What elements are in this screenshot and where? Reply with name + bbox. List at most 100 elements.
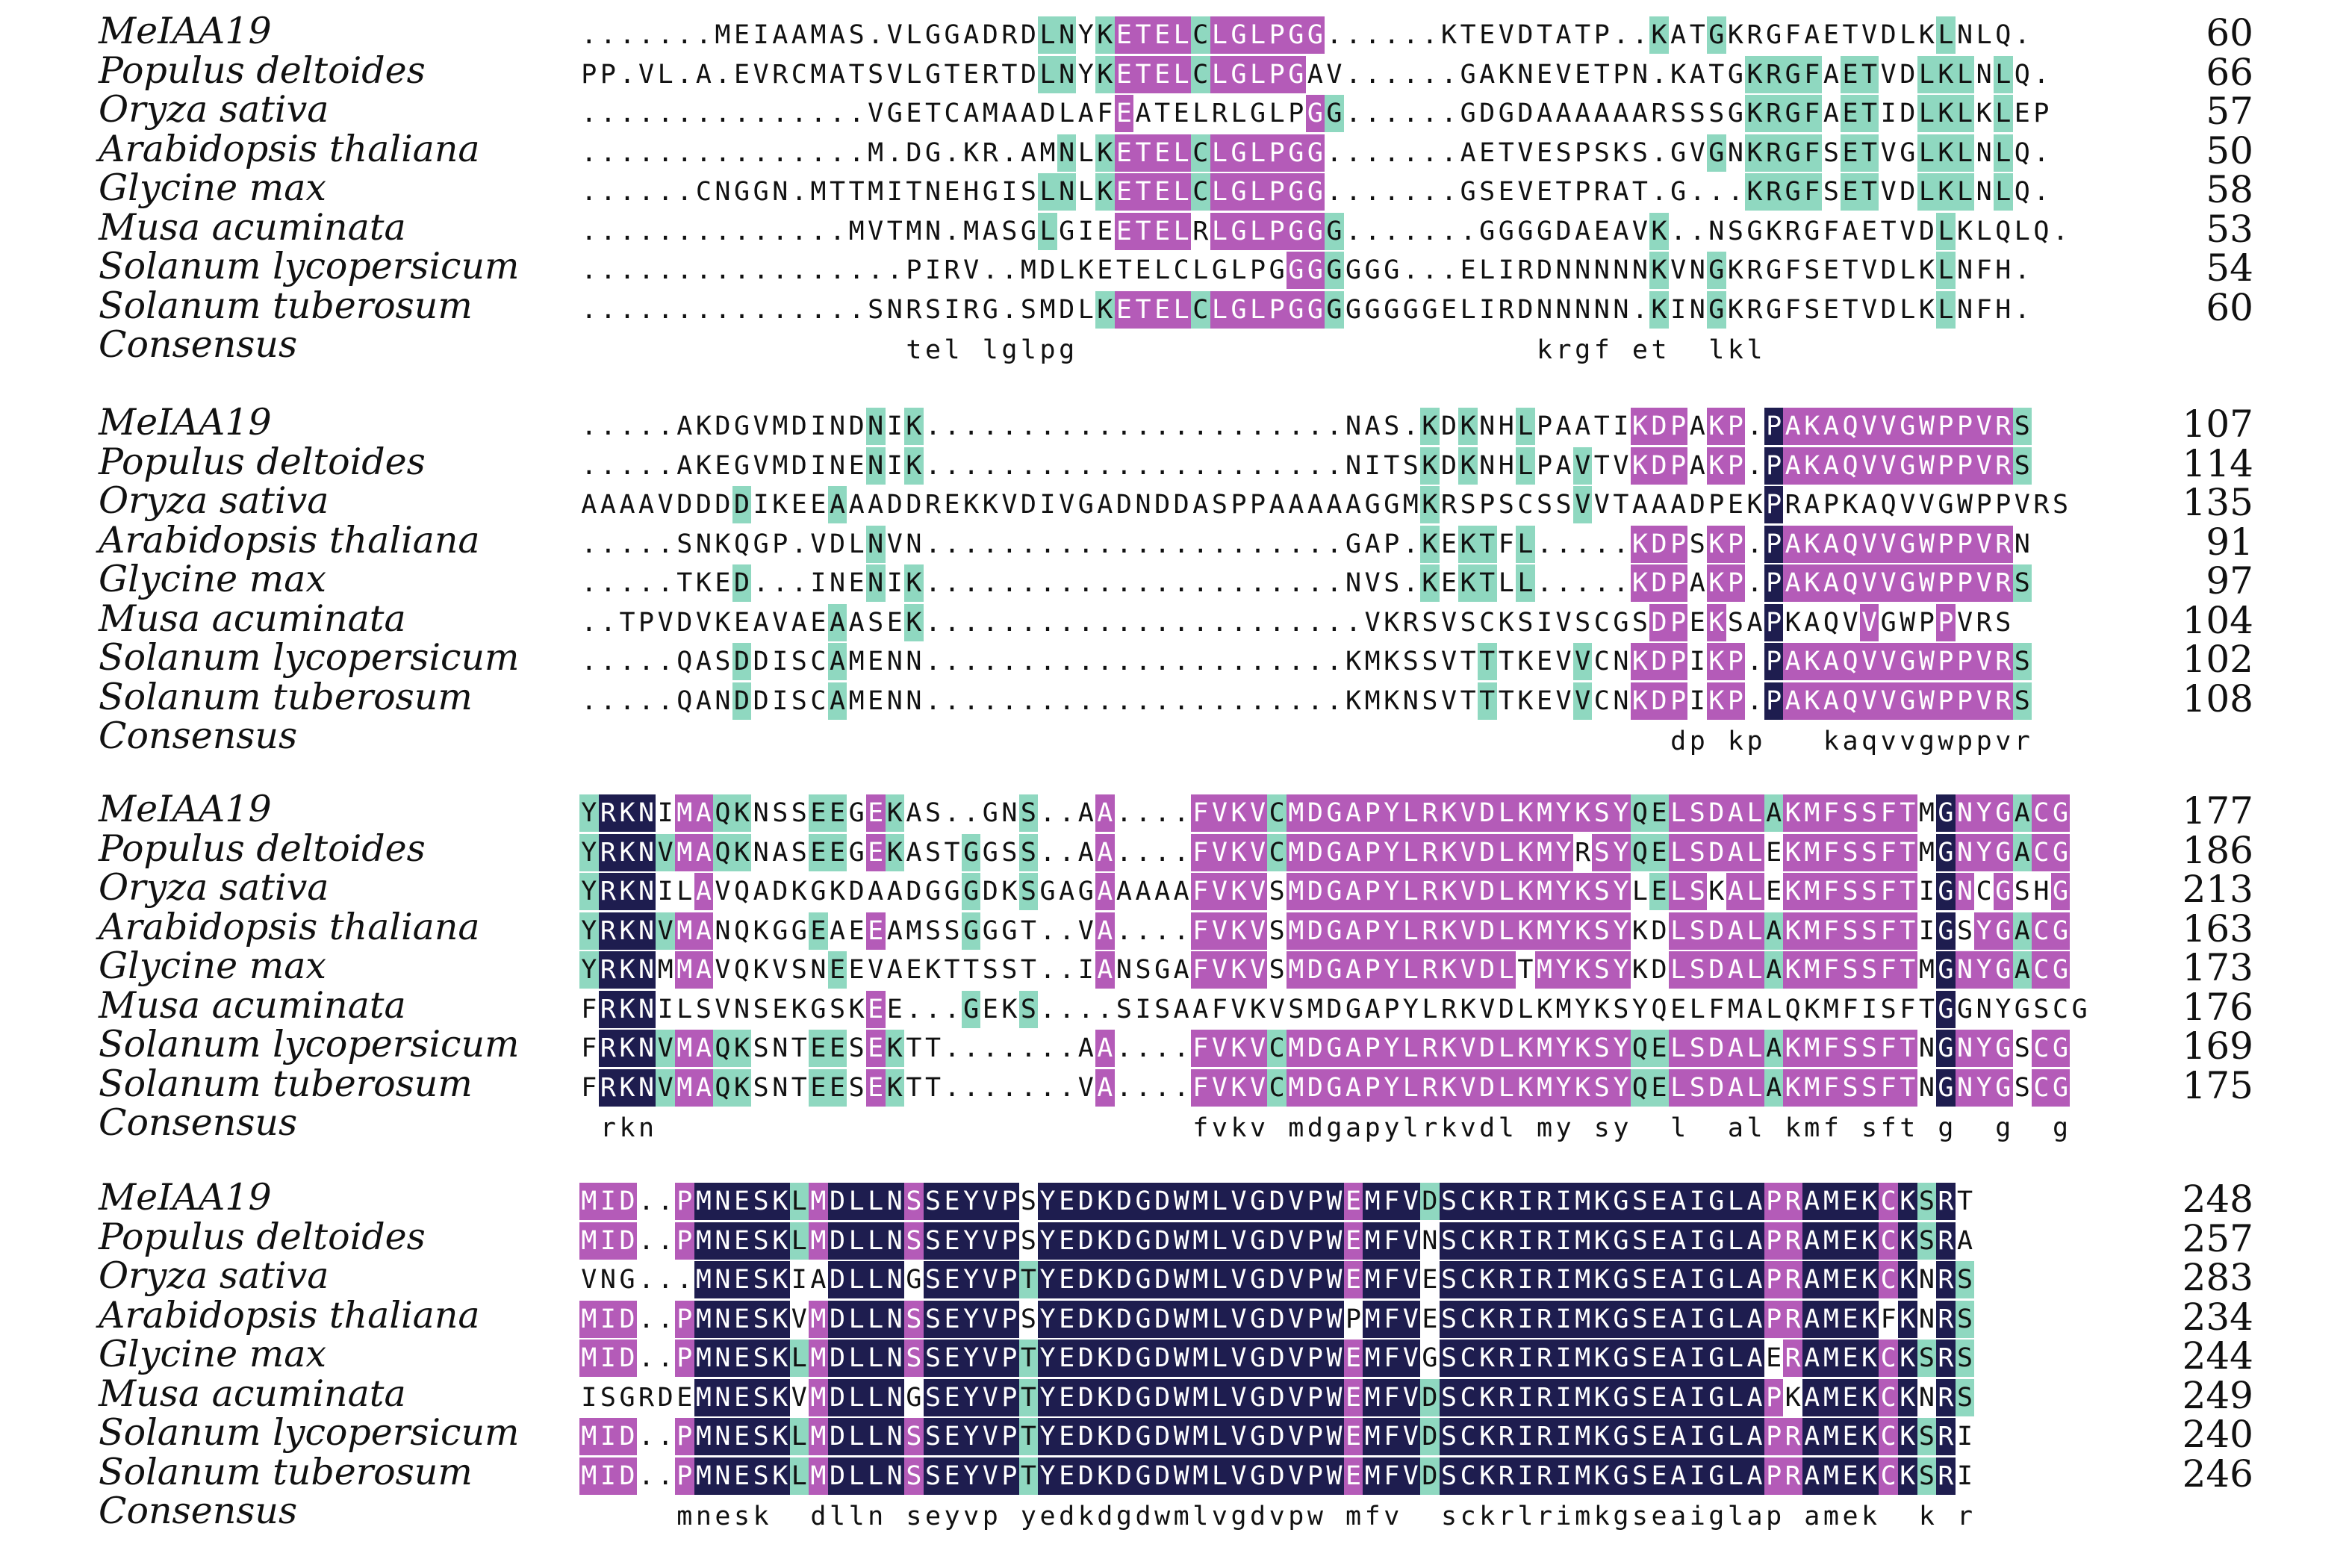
residue: E	[982, 994, 998, 1024]
residue: V	[1974, 564, 1994, 602]
residue: M	[1572, 1183, 1593, 1220]
residue: N	[1613, 255, 1629, 285]
residue: G	[1783, 55, 1802, 93]
residue: S	[1001, 216, 1018, 246]
residue: M	[809, 1378, 828, 1416]
residue: D	[827, 1378, 847, 1416]
residue: V	[1859, 682, 1879, 720]
residue: V	[1974, 682, 1994, 720]
residue: N	[885, 1418, 905, 1455]
residue: D	[1880, 294, 1897, 325]
residue: L	[848, 529, 865, 559]
residue: S	[1687, 951, 1708, 989]
residue: G	[1133, 1378, 1153, 1416]
residue: S	[924, 837, 942, 868]
consensus-residue: k	[1918, 1502, 1935, 1531]
residue: R	[1496, 1300, 1516, 1338]
alignment-row: Oryza sativa............... V G E T C A M A A D L A F…	[0, 89, 2352, 132]
residue-count: 114	[2182, 441, 2253, 485]
residue: I	[1687, 1340, 1708, 1377]
residue: S	[924, 915, 942, 946]
residue: L	[847, 1378, 866, 1416]
residue: M	[1572, 1378, 1593, 1416]
residue: .	[791, 177, 807, 207]
residue: L	[865, 1457, 886, 1495]
residue: L	[1077, 177, 1094, 207]
residue: A	[2012, 951, 2032, 989]
residue: P	[1479, 490, 1496, 520]
consensus-residue: p	[982, 1502, 998, 1531]
residue: .	[1097, 994, 1113, 1024]
consensus-residue: p	[1364, 1113, 1381, 1143]
residue: E	[1841, 1340, 1860, 1377]
residue: A	[1269, 490, 1285, 520]
residue: D	[1651, 955, 1667, 985]
residue: A	[1631, 99, 1648, 128]
residue: G	[982, 177, 998, 207]
residue: M	[579, 1340, 599, 1377]
residue: A	[1726, 833, 1746, 871]
residue: .	[581, 177, 597, 207]
residue: K	[1458, 408, 1478, 445]
residue: A	[963, 99, 980, 128]
residue: V	[1572, 643, 1593, 680]
residue: M	[1572, 1418, 1593, 1455]
residue: P	[1305, 1300, 1325, 1338]
residue: T	[924, 1033, 942, 1063]
residue: G	[1133, 1222, 1153, 1260]
residue: P	[1668, 682, 1688, 720]
residue: V	[1974, 408, 1994, 445]
residue: D	[715, 411, 731, 441]
residue: L	[1401, 1068, 1421, 1107]
alignment-row: Glycine max Y R K N M M A V Q K V S N E E V A E K T T S S T.. I A N…	[0, 945, 2352, 989]
residue: E	[1841, 134, 1860, 172]
residue: .	[638, 529, 655, 559]
residue: L	[1917, 134, 1937, 172]
residue: F	[1879, 794, 1898, 832]
alignment-row: Musa acuminata F R K N I L S V N S E K G S K E E... G E K S..…	[0, 984, 2352, 1028]
consensus-residue	[1019, 724, 1039, 759]
residue: E	[1649, 1300, 1669, 1338]
consensus-residue	[1764, 724, 1784, 759]
residue: .	[695, 216, 712, 246]
residue: .	[1135, 450, 1151, 481]
residue: L	[1038, 173, 1057, 211]
residue: D	[1649, 564, 1669, 602]
consensus-residue	[1287, 724, 1306, 759]
residue: .	[676, 177, 693, 207]
consensus-residue	[694, 724, 714, 759]
residue: .	[1211, 411, 1228, 441]
consensus-residue: d	[1059, 1502, 1075, 1531]
residue: D	[1114, 1378, 1134, 1416]
residue: G	[1250, 99, 1266, 128]
residue: P	[674, 1457, 694, 1495]
residue: .	[1250, 529, 1266, 559]
residue: G	[924, 59, 942, 90]
consensus-residue: r	[600, 1113, 616, 1143]
residue: K	[1766, 216, 1782, 246]
residue: G	[1059, 216, 1075, 246]
alignment-block: MeIAA19....... M E I A A M A S. V L G G A D R D L N Y K E T E L C…	[0, 10, 2352, 402]
residue: K	[617, 912, 637, 950]
residue: .	[1288, 411, 1304, 441]
consensus-residue	[675, 1111, 694, 1145]
residue: I	[657, 994, 673, 1024]
consensus-residue	[1363, 333, 1382, 367]
residue: P	[1955, 682, 1975, 720]
residue: .	[1326, 450, 1343, 481]
residue: G	[1211, 255, 1228, 285]
residue: L	[847, 1300, 866, 1338]
residue: D	[617, 1457, 637, 1495]
residue: L	[865, 1183, 886, 1220]
consensus-residue	[1306, 333, 1325, 367]
residue: V	[1248, 951, 1268, 989]
residue: S	[1460, 607, 1476, 638]
residue: S	[791, 647, 807, 676]
residue: S	[1592, 1030, 1612, 1067]
residue: E	[1114, 173, 1134, 211]
residue: E	[827, 1068, 847, 1107]
residue: .	[1345, 607, 1362, 638]
residue: .	[657, 255, 673, 285]
residue: P	[1668, 408, 1688, 445]
residue: D	[1517, 20, 1534, 50]
